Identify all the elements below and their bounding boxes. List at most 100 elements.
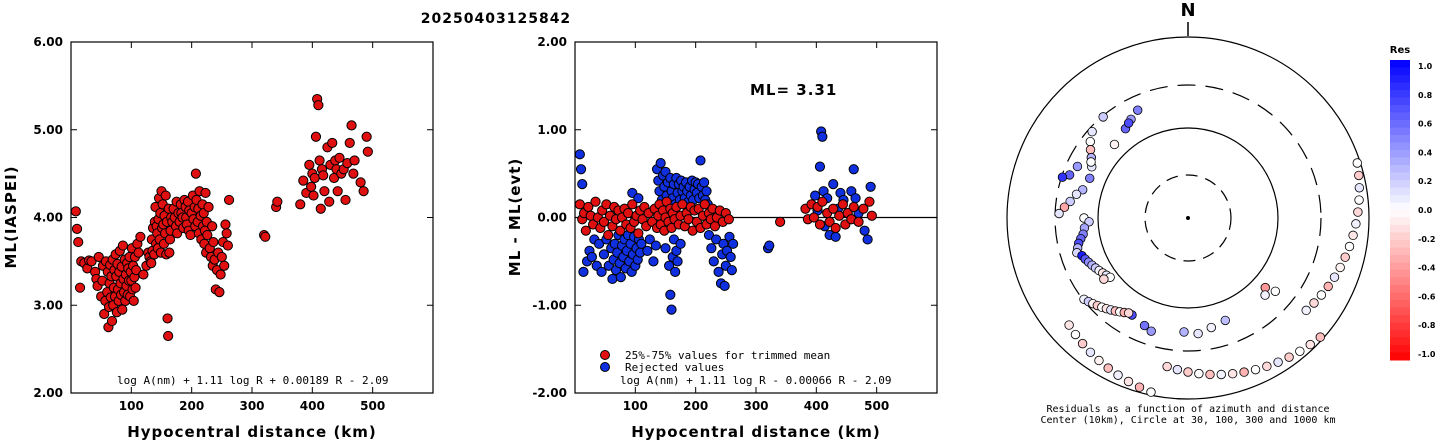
station-marker: [1179, 327, 1189, 337]
points: [574, 126, 877, 315]
x-tick-label: 400: [300, 399, 325, 413]
kept-point: [683, 214, 694, 225]
station-point: [131, 265, 142, 276]
station-point: [71, 223, 83, 235]
station-point: [99, 308, 110, 320]
station-marker: [1078, 185, 1088, 195]
station-point: [130, 282, 141, 293]
rejected-point: [727, 238, 739, 249]
station-marker: [1260, 290, 1270, 300]
station-marker: [1316, 290, 1327, 300]
rejected-point: [615, 272, 626, 283]
rejected-point: [672, 256, 683, 267]
station-point: [306, 181, 317, 192]
station-point: [70, 206, 81, 217]
kept-point: [864, 196, 875, 207]
kept-point: [808, 212, 820, 223]
colorbar-cell: [1390, 60, 1410, 68]
rejected-point: [596, 266, 607, 278]
colorbar-tick-label: 0.4: [1418, 148, 1433, 157]
station-point: [295, 199, 306, 210]
colorbar-cell: [1390, 292, 1410, 301]
colorbar-tick-label: -0.6: [1418, 292, 1436, 301]
colorbar-cell: [1390, 67, 1410, 76]
colorbar-cell: [1390, 345, 1410, 353]
station-marker: [1295, 346, 1305, 356]
station-point: [160, 190, 171, 201]
station-marker: [1065, 196, 1075, 207]
station-marker: [1183, 367, 1193, 377]
kept-point: [866, 210, 877, 221]
station-point: [73, 236, 84, 248]
colorbar-cell: [1390, 337, 1410, 346]
station-point: [298, 175, 309, 186]
rejected-point: [703, 229, 715, 241]
x-tick-label: 200: [179, 399, 204, 413]
colorbar-cell: [1390, 262, 1410, 271]
station-point: [215, 269, 226, 280]
kept-point: [603, 229, 614, 241]
colorbar-cell: [1390, 142, 1410, 151]
station-marker: [1354, 170, 1364, 181]
station-marker: [1070, 329, 1081, 340]
legend-rejected-marker: [600, 362, 610, 372]
station-point: [272, 196, 283, 207]
station-marker: [1216, 369, 1226, 380]
colorbar-cell: [1390, 90, 1410, 98]
colorbar-tick-label: 0.6: [1418, 120, 1433, 129]
kept-point: [598, 216, 610, 227]
station-point: [164, 247, 175, 258]
north-label: N: [1180, 0, 1195, 21]
rejected-point: [850, 193, 861, 204]
station-marker: [1123, 308, 1134, 318]
colorbar-cell: [1390, 75, 1410, 83]
rejected-point: [664, 260, 675, 271]
x-tick-label: 100: [623, 399, 648, 413]
kept-point: [723, 214, 734, 225]
colorbar-label: Res: [1390, 45, 1410, 56]
station-marker: [1086, 157, 1096, 167]
magnitude-vs-distance-panel: 100 200 300 400 500 2.00 3.00 4.00 5.00 6.00 log …: [2, 35, 434, 441]
station-marker: [1335, 262, 1345, 273]
x-tick-label: 300: [239, 399, 264, 413]
station-marker: [1206, 322, 1216, 333]
station-marker: [1323, 281, 1333, 292]
kept-point: [677, 199, 688, 210]
caption-line-1: Residuals as a function of azimuth and d…: [1047, 404, 1330, 415]
colorbar-cell: [1390, 195, 1410, 203]
station-marker: [1354, 183, 1365, 193]
station-point: [304, 159, 315, 170]
kept-point: [830, 222, 841, 234]
rejected-point: [644, 234, 655, 245]
station-marker: [1098, 112, 1108, 122]
stations: [1054, 105, 1365, 397]
kept-point: [574, 199, 585, 210]
colorbar-tick-label: -1.0: [1418, 350, 1436, 359]
station-point: [222, 240, 233, 251]
rejected-point: [862, 234, 873, 245]
station-point: [208, 236, 219, 248]
colorbar-cell: [1390, 165, 1410, 173]
rejected-point: [865, 181, 876, 192]
station-point: [190, 168, 201, 179]
ring-1000km: [1006, 36, 1370, 400]
rejected-point: [594, 238, 605, 249]
station-point: [133, 247, 144, 258]
rejected-point: [706, 243, 717, 254]
station-marker: [1077, 338, 1088, 349]
station-point: [308, 190, 319, 201]
station-marker: [1134, 382, 1145, 392]
rejected-point: [660, 243, 671, 254]
station-point: [362, 146, 373, 157]
colorbar-tick-label: 1.0: [1418, 62, 1433, 71]
kept-point: [633, 228, 644, 239]
kept-point: [580, 225, 591, 236]
rejected-point: [828, 179, 839, 190]
station-marker: [1329, 272, 1340, 282]
station-point: [324, 196, 335, 207]
colorbar-tick-label: -0.8: [1418, 321, 1436, 330]
rejected-point: [713, 266, 724, 278]
station-marker: [1348, 230, 1358, 241]
station-marker: [1354, 195, 1364, 205]
colorbar-cell: [1390, 180, 1410, 188]
